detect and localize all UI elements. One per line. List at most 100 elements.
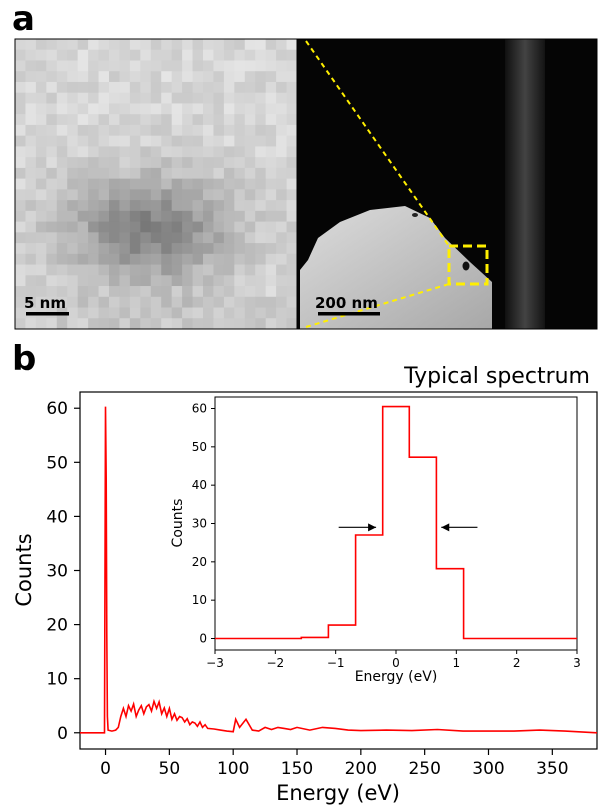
image-pixel bbox=[171, 49, 183, 61]
image-pixel bbox=[150, 243, 162, 255]
image-pixel bbox=[255, 264, 267, 276]
image-pixel bbox=[150, 178, 162, 190]
image-pixel bbox=[192, 103, 204, 115]
image-pixel bbox=[265, 71, 277, 83]
image-pixel bbox=[15, 167, 26, 180]
image-pixel bbox=[77, 243, 89, 255]
image-pixel bbox=[265, 167, 277, 180]
image-pixel bbox=[192, 135, 204, 147]
image-pixel bbox=[46, 286, 58, 298]
image-pixel bbox=[77, 296, 89, 309]
image-pixel bbox=[223, 178, 235, 190]
image-pixel bbox=[77, 146, 89, 158]
image-pixel bbox=[161, 135, 173, 147]
image-pixel bbox=[150, 135, 162, 147]
image-pixel bbox=[150, 124, 162, 137]
image-pixel bbox=[25, 157, 37, 169]
image-pixel bbox=[223, 232, 235, 244]
image-pixel bbox=[255, 307, 267, 319]
image-pixel bbox=[203, 124, 214, 137]
image-pixel bbox=[171, 307, 183, 319]
image-pixel bbox=[255, 167, 267, 180]
image-pixel bbox=[109, 275, 120, 287]
image-pixel bbox=[119, 221, 131, 233]
image-pixel bbox=[98, 232, 110, 244]
image-pixel bbox=[286, 296, 298, 309]
image-pixel bbox=[109, 167, 120, 180]
main-y-tick-label: 40 bbox=[46, 507, 68, 527]
image-pixel bbox=[77, 49, 89, 61]
image-pixel bbox=[182, 275, 194, 287]
image-pixel bbox=[276, 253, 288, 266]
image-pixel bbox=[140, 264, 152, 276]
inset-plot-area bbox=[214, 396, 578, 651]
image-pixel bbox=[286, 114, 298, 126]
image-pixel bbox=[129, 114, 141, 126]
image-pixel bbox=[213, 275, 225, 287]
image-pixel bbox=[77, 264, 89, 276]
image-pixel bbox=[98, 49, 110, 61]
image-pixel bbox=[171, 60, 183, 72]
image-pixel bbox=[255, 92, 267, 104]
image-pixel bbox=[15, 39, 26, 51]
image-pixel bbox=[203, 210, 214, 223]
image-pixel bbox=[129, 318, 141, 330]
image-pixel bbox=[140, 71, 152, 83]
image-pixel bbox=[150, 200, 162, 212]
image-pixel bbox=[88, 39, 100, 51]
image-pixel bbox=[88, 92, 100, 104]
image-pixel bbox=[109, 210, 120, 223]
image-pixel bbox=[35, 92, 47, 104]
image-pixel bbox=[119, 157, 131, 169]
image-pixel bbox=[265, 146, 277, 158]
image-pixel bbox=[234, 253, 246, 266]
image-pixel bbox=[67, 318, 79, 330]
image-pixel bbox=[171, 103, 183, 115]
image-pixel bbox=[161, 232, 173, 244]
image-pixel bbox=[244, 221, 256, 233]
image-pixel bbox=[265, 200, 277, 212]
image-pixel bbox=[244, 124, 256, 137]
image-pixel bbox=[286, 253, 298, 266]
main-y-tick-label: 20 bbox=[46, 616, 68, 636]
image-pixel bbox=[213, 210, 225, 223]
image-pixel bbox=[244, 264, 256, 276]
image-pixel bbox=[213, 81, 225, 94]
image-pixel bbox=[67, 157, 79, 169]
image-pixel bbox=[98, 243, 110, 255]
image-pixel bbox=[46, 92, 58, 104]
image-pixel bbox=[171, 124, 183, 137]
image-pixel bbox=[223, 221, 235, 233]
zoom-line-bottom bbox=[305, 283, 450, 328]
image-pixel bbox=[276, 221, 288, 233]
image-pixel bbox=[192, 39, 204, 51]
image-pixel bbox=[25, 221, 37, 233]
image-pixel bbox=[244, 275, 256, 287]
image-pixel bbox=[67, 39, 79, 51]
image-pixel bbox=[203, 200, 214, 212]
image-pixel bbox=[182, 286, 194, 298]
image-pixel bbox=[140, 189, 152, 201]
image-pixel bbox=[255, 296, 267, 309]
image-pixel bbox=[129, 200, 141, 212]
image-pixel bbox=[35, 286, 47, 298]
image-pixel bbox=[244, 60, 256, 72]
image-pixel bbox=[35, 167, 47, 180]
image-pixel bbox=[150, 60, 162, 72]
image-pixel bbox=[15, 103, 26, 115]
image-pixel bbox=[88, 103, 100, 115]
image-pixel bbox=[56, 146, 68, 158]
image-pixel bbox=[203, 167, 214, 180]
image-pixel bbox=[67, 189, 79, 201]
image-pixel bbox=[265, 157, 277, 169]
image-pixel bbox=[25, 318, 37, 330]
image-pixel bbox=[223, 210, 235, 223]
image-pixel bbox=[276, 296, 288, 309]
image-pixel bbox=[161, 81, 173, 94]
image-pixel bbox=[25, 275, 37, 287]
inset-x-axis-label: Energy (eV) bbox=[355, 669, 438, 685]
image-pixel bbox=[265, 178, 277, 190]
image-pixel bbox=[223, 81, 235, 94]
inset-y-tick-label: 60 bbox=[192, 402, 207, 416]
image-pixel bbox=[98, 103, 110, 115]
